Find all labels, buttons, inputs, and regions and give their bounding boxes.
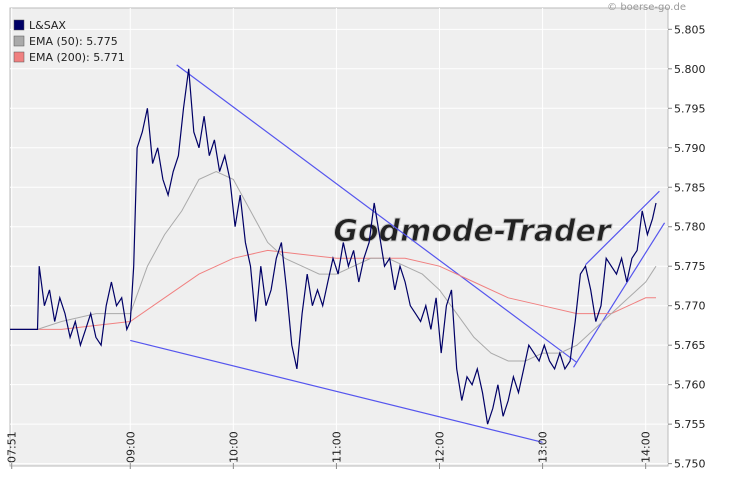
y-tick-label: 5.760: [674, 379, 706, 392]
y-tick-label: 5.775: [674, 260, 706, 273]
y-tick-label: 5.765: [674, 339, 706, 352]
trend-line: [585, 190, 660, 266]
x-tick-label: 12:00: [434, 431, 447, 463]
y-tick-label: 5.800: [674, 63, 706, 76]
x-tick-label: 10:00: [227, 431, 240, 463]
x-tick-label: 09:00: [124, 431, 137, 463]
trend-line: [130, 339, 543, 443]
legend-swatch: [13, 35, 25, 47]
y-tick-label: 5.770: [674, 300, 706, 313]
x-tick-label: 07:51: [6, 431, 19, 463]
trend-line: [573, 222, 666, 368]
x-tick-label: 11:00: [330, 431, 343, 463]
legend-label: EMA (200): 5.771: [29, 51, 125, 64]
y-tick-label: 5.780: [674, 221, 706, 234]
y-tick-label: 5.795: [674, 102, 706, 115]
watermark: Godmode-Trader: [333, 214, 612, 249]
y-tick-label: 5.755: [674, 418, 706, 431]
legend-label: L&SAX: [29, 19, 66, 32]
y-tick-label: 5.805: [674, 23, 706, 36]
legend-label: EMA (50): 5.775: [29, 35, 118, 48]
series-line: [10, 68, 657, 425]
legend-swatch: [13, 51, 25, 63]
grid: [10, 8, 672, 469]
copyright: © boerse-go.de: [607, 2, 686, 13]
y-tick-label: 5.785: [674, 181, 706, 194]
x-tick-label: 14:00: [640, 431, 653, 463]
x-tick-label: 13:00: [537, 431, 550, 463]
trend-line: [176, 64, 578, 364]
marks: [10, 64, 666, 443]
y-tick-label: 5.790: [674, 142, 706, 155]
plot-area: [9, 7, 669, 467]
legend-swatch: [13, 19, 25, 31]
y-tick-label: 5.750: [674, 458, 706, 471]
legend: L&SAX EMA (50): 5.775 EMA (200): 5.771: [13, 19, 125, 64]
series-line: [10, 170, 657, 362]
